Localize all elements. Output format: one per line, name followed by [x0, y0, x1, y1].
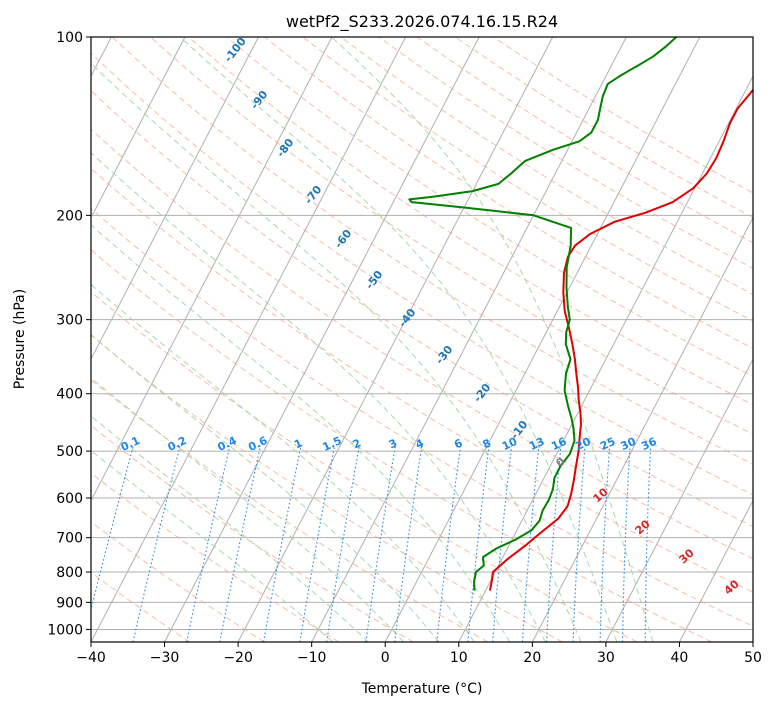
isotherm-line: [91, 37, 259, 361]
x-tick-label: 50: [744, 650, 762, 666]
x-tick-label: −40: [76, 650, 106, 666]
background-lines: [91, 37, 753, 642]
x-tick-label: 40: [671, 650, 689, 666]
moist-adiabat-line: [91, 224, 511, 642]
y-tick-label: 800: [56, 565, 83, 581]
mixing-ratio-line: [546, 445, 562, 642]
y-tick-label: 900: [56, 595, 83, 611]
x-tick-label: 0: [381, 650, 390, 666]
y-tick-label: 600: [56, 491, 83, 507]
mixing-ratio-line: [394, 445, 423, 642]
dry-adiabat-line: [91, 571, 190, 642]
mixing-ratio-label: 20: [573, 435, 593, 453]
dry-adiabat-line: [91, 291, 638, 642]
dry-adiabat-line: [188, 37, 753, 406]
mixing-ratio-label: 25: [598, 435, 617, 453]
moist-adiabat-line: [91, 62, 582, 642]
mixing-ratio-line: [132, 445, 181, 642]
dry-adiabat-line: [91, 52, 753, 496]
x-tick-label: 30: [597, 650, 615, 666]
dry-adiabat-line: [91, 128, 753, 560]
moist-adiabat-line: [91, 377, 404, 642]
plot-frame: [90, 36, 754, 643]
moist-adiabat-line: [91, 151, 546, 642]
mixing-ratio-line: [572, 445, 586, 642]
isotherm-line: [237, 37, 554, 642]
mixing-ratio-line: [262, 445, 302, 642]
sounding-lines: [408, 37, 753, 591]
mixing-ratio-line: [186, 445, 231, 642]
moist-adiabat-line: [91, 334, 440, 642]
isotherm-line: [164, 37, 480, 642]
x-tick-label: −10: [297, 650, 327, 666]
mixing-ratio-line: [467, 445, 490, 642]
dewpoint-profile: [408, 37, 677, 591]
isotherm-line: [91, 37, 186, 219]
dry-adiabat-line: [340, 37, 753, 295]
temperature-profile: [488, 88, 753, 591]
x-axis-title: Temperature (°C): [361, 681, 483, 697]
moist-adiabat-line: [179, 37, 618, 642]
x-tick-label: 10: [450, 650, 468, 666]
axes: −40 −30 −20 −10 0 10 20 30 40 50 100 200 300 400 500 60…: [47, 30, 762, 666]
y-tick-label: 200: [56, 208, 83, 224]
mixing-ratio-line: [436, 445, 462, 642]
isotherm-line: [91, 37, 333, 502]
mixing-ratio-label: 13: [527, 435, 546, 453]
isotherm-line: [531, 216, 753, 642]
x-tick-label: −20: [223, 650, 253, 666]
mixing-ratio-line: [326, 445, 360, 642]
dry-adiabat-line: [91, 90, 753, 528]
isotherm-line: [679, 499, 753, 642]
moist-adiabat-line: [91, 283, 475, 642]
dry-adiabat-line: [264, 37, 753, 349]
isotherm-line: [91, 37, 407, 642]
y-tick-label: 400: [56, 387, 83, 403]
mixing-ratio-line: [599, 445, 611, 642]
y-tick-label: 100: [56, 30, 83, 46]
dry-adiabat-line: [91, 249, 713, 642]
isotherm-line: [311, 37, 627, 642]
dry-adiabat-line: [226, 37, 753, 377]
mixing-ratio-label: 10: [500, 435, 520, 453]
moist-adiabat-line: [91, 415, 369, 642]
dry-adiabat-line: [91, 379, 489, 642]
y-tick-label: 300: [56, 313, 83, 329]
x-tick-label: 20: [523, 650, 541, 666]
y-tick-label: 1000: [47, 622, 83, 638]
mixing-ratio-line: [219, 445, 262, 642]
mixing-ratio-label: 16: [549, 435, 569, 453]
isotherm-line: [384, 37, 701, 642]
y-tick-label: 700: [56, 531, 83, 547]
mixing-ratio-line: [521, 445, 540, 642]
mixing-ratio-line: [622, 445, 631, 642]
mixing-ratio-line: [644, 445, 652, 642]
mixing-ratio-line: [299, 445, 336, 642]
mixing-ratio-line: [365, 445, 396, 642]
mixing-ratio-label: 30: [619, 435, 639, 453]
chart-title: wetPf2_S233.2026.074.16.15.R24: [286, 12, 558, 32]
isotherm-line: [605, 358, 753, 642]
dry-adiabat-line: [91, 425, 414, 642]
y-tick-label: 500: [56, 444, 83, 460]
mixing-ratio-line: [492, 445, 513, 642]
y-axis-title: Pressure (hPa): [12, 289, 28, 389]
mixing-ratio-label: 36: [639, 435, 659, 453]
mixing-ratio-line: [91, 445, 134, 612]
moist-adiabat-line: [91, 449, 334, 642]
x-tick-label: −30: [150, 650, 180, 666]
moist-adiabat-line: [330, 37, 654, 642]
